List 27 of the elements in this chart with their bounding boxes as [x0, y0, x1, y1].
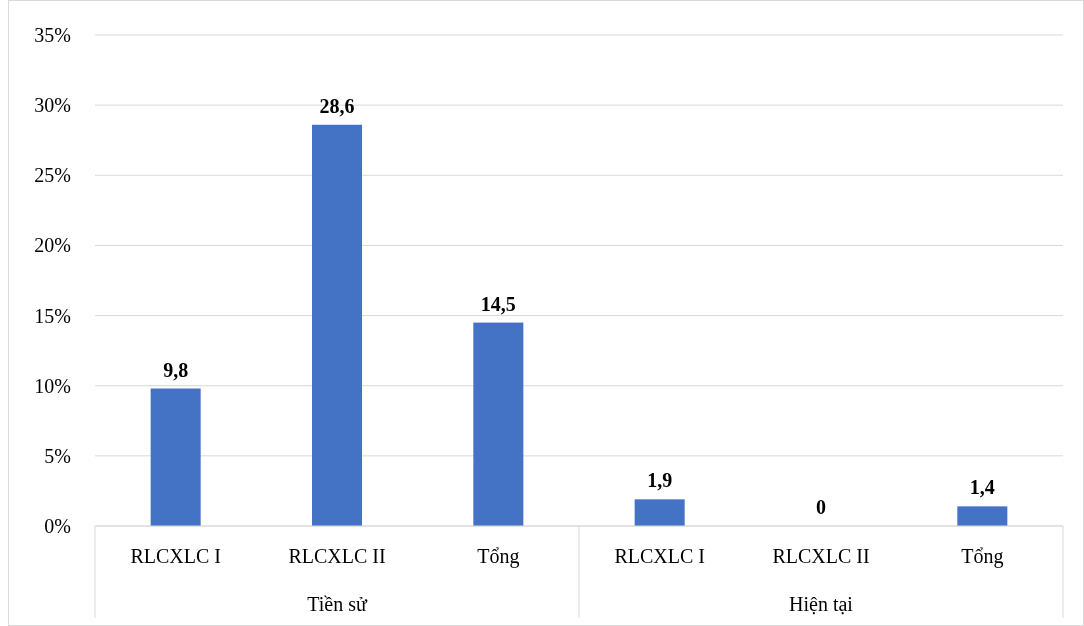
- bar: [473, 322, 524, 526]
- data-label: 1,9: [647, 469, 673, 492]
- data-label: 14,5: [480, 292, 516, 315]
- data-label: 1,4: [969, 476, 995, 499]
- x-tick-label: RLCXLC I: [130, 545, 221, 567]
- bar: [634, 499, 685, 526]
- x-tick-label: RLCXLC I: [614, 545, 705, 567]
- y-tick-label: 5%: [44, 444, 71, 467]
- y-tick-label: 0%: [44, 515, 71, 537]
- x-tick-label: RLCXLC II: [772, 545, 870, 567]
- x-tick-label: Tổng: [477, 545, 520, 568]
- bar: [957, 506, 1008, 526]
- data-label: 28,6: [319, 94, 355, 117]
- bar: [311, 124, 363, 526]
- y-tick-label: 30%: [34, 94, 71, 117]
- y-tick-label: 25%: [34, 164, 71, 187]
- y-tick-label: 20%: [34, 234, 71, 257]
- x-tick-label: Tổng: [961, 545, 1004, 568]
- bar: [150, 388, 201, 526]
- data-label: 9,8: [163, 358, 189, 381]
- x-tick-label: RLCXLC II: [288, 545, 386, 567]
- text: Tiền sử: [307, 593, 368, 615]
- y-tick-label: 10%: [34, 374, 71, 397]
- text: Hiện tại: [789, 593, 854, 615]
- y-tick-label: 35%: [34, 24, 71, 46]
- data-label: 0: [816, 496, 826, 518]
- y-tick-label: 15%: [34, 304, 71, 327]
